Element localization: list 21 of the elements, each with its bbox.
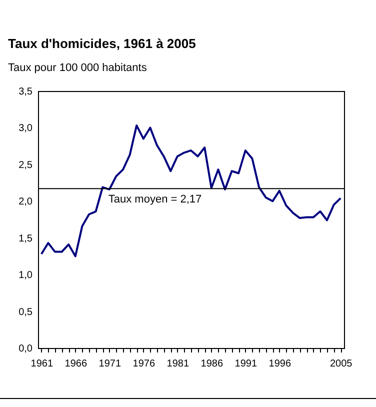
y-tick-label: 0,5 (18, 306, 33, 318)
x-tick-label: 1971 (98, 358, 122, 370)
x-tick-label: 1966 (64, 358, 88, 370)
x-tick-label: 1961 (30, 358, 54, 370)
ref-line-label: Taux moyen = 2,17 (108, 194, 202, 206)
y-tick-label: 1,0 (18, 270, 33, 282)
y-tick-label: 0,0 (18, 344, 33, 354)
x-tick-label: 1981 (166, 358, 190, 370)
y-tick-label: 2,5 (18, 160, 33, 171)
x-tick-label: 2005 (330, 358, 353, 370)
y-tick-label: 3,0 (18, 123, 33, 134)
y-tick-label: 1,5 (18, 233, 33, 244)
x-tick-label: 1996 (268, 358, 292, 370)
chart-title: Taux d'homicides, 1961 à 2005 (8, 36, 196, 51)
x-tick-label: 1991 (234, 358, 258, 370)
x-tick-label: 1986 (200, 358, 224, 370)
line-series (40, 124, 342, 258)
y-tick-label: 2,0 (18, 196, 33, 208)
x-tick-label: 1976 (132, 358, 156, 370)
chart-subtitle: Taux pour 100 000 habitants (8, 62, 147, 74)
y-tick-label: 3,5 (18, 86, 33, 98)
